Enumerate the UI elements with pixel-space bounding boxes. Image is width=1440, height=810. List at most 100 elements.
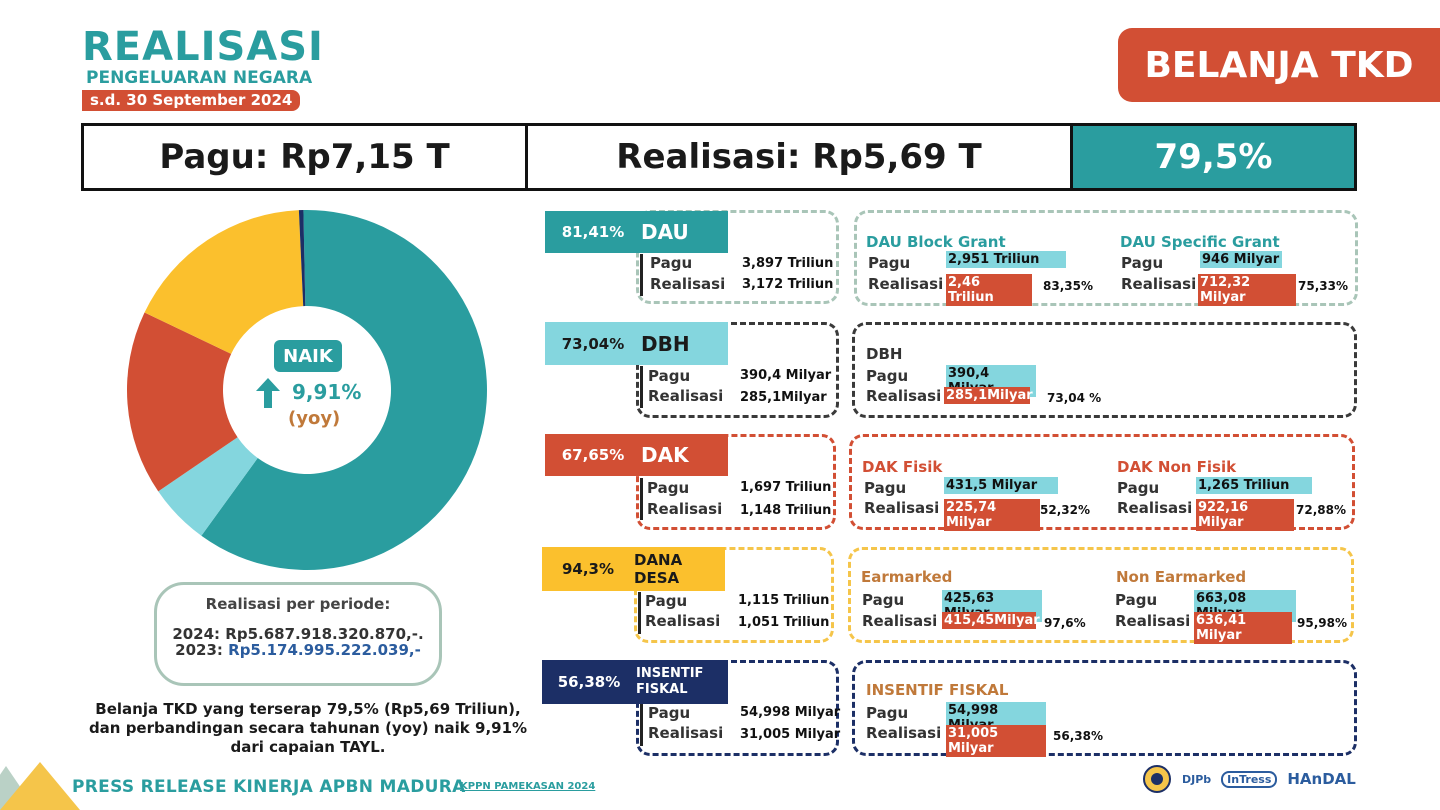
realisasi-total: Realisasi: Rp5,69 T xyxy=(528,126,1073,188)
dau-block-pagu-label: Pagu xyxy=(868,254,911,272)
insentif-detail-pct: 56,38% xyxy=(1053,729,1103,743)
desa-earmarked-real: 415,45Milyar xyxy=(942,612,1040,629)
dau-specific-title: DAU Specific Grant xyxy=(1120,233,1280,251)
dau-block-pct: 83,35% xyxy=(1043,279,1093,293)
kemenkeu-logo-icon xyxy=(1143,765,1171,793)
dbh-detail-pagu-label: Pagu xyxy=(866,367,909,385)
dau-real-value: 3,172 Triliun xyxy=(742,277,834,292)
summary-line-1: Belanja TKD yang terserap 79,5% (Rp5,69 … xyxy=(95,700,521,718)
insentif-tag: 56,38% INSENTIF FISKAL xyxy=(542,660,728,704)
dau-name: DAU xyxy=(641,220,689,244)
dak-fisik-title: DAK Fisik xyxy=(862,458,943,476)
date-badge: s.d. 30 September 2024 xyxy=(82,90,301,111)
pagu-total: Pagu: Rp7,15 T xyxy=(84,126,528,188)
realisasi-percent: 79,5% xyxy=(1073,126,1354,188)
donut-segment-0 xyxy=(201,210,488,570)
insentif-pagu-label: Pagu xyxy=(648,704,691,722)
desa-pct: 94,3% xyxy=(561,560,615,578)
dau-specific-real-label: Realisasi xyxy=(1121,275,1197,293)
insentif-name: INSENTIF FISKAL xyxy=(636,666,703,698)
dak-nonfisik-real: 922,16 Milyar xyxy=(1196,499,1294,531)
footer-title: PRESS RELEASE KINERJA APBN MADURA xyxy=(72,777,466,797)
dak-fisik-pagu: 431,5 Milyar xyxy=(944,477,1058,494)
insentif-real-value: 31,005 Milyar xyxy=(740,727,841,742)
dbh-vbar xyxy=(640,366,643,408)
desa-earmarked-title: Earmarked xyxy=(861,568,953,586)
dbh-detail-pct: 73,04 % xyxy=(1047,391,1102,405)
periode-heading: Realisasi per periode: xyxy=(205,595,391,613)
insentif-name-1: INSENTIF xyxy=(636,666,704,681)
dau-block-title: DAU Block Grant xyxy=(866,233,1006,251)
dak-nonfisik-pagu: 1,265 Triliun xyxy=(1196,477,1312,494)
donut-segment-4 xyxy=(298,210,306,307)
dbh-box xyxy=(636,322,839,418)
dak-fisik-real: 225,74 Milyar xyxy=(944,499,1040,531)
periode-box: Realisasi per periode: 2024: Rp5.687.918… xyxy=(154,582,442,686)
desa-name-2: DESA xyxy=(634,569,680,587)
desa-tag: 94,3% DANA DESA xyxy=(542,547,725,591)
donut-segment-3 xyxy=(144,210,304,354)
desa-earmarked-pagu-label: Pagu xyxy=(862,591,905,609)
dbh-detail-title: DBH xyxy=(866,345,903,363)
periode-2023-prefix: 2023: xyxy=(175,641,229,659)
dbh-pct: 73,04% xyxy=(561,334,625,353)
desa-earmarked-real-label: Realisasi xyxy=(862,612,938,630)
insentif-detail-box xyxy=(852,660,1357,756)
dbh-detail-box xyxy=(852,322,1357,418)
donut-segment-1 xyxy=(158,437,258,536)
dak-fisik-pct: 52,32% xyxy=(1040,503,1090,517)
desa-pagu-value: 1,115 Triliun xyxy=(738,593,830,608)
dak-detail-box xyxy=(849,434,1355,530)
footer-subtitle: KPPN PAMEKASAN 2024 xyxy=(460,781,596,792)
summary-line-2: dan perbandingan secara tahunan (yoy) na… xyxy=(88,719,528,737)
dau-real-label: Realisasi xyxy=(650,275,726,293)
insentif-pagu-value: 54,998 Milyar xyxy=(740,705,841,720)
dau-pagu-value: 3,897 Triliun xyxy=(742,256,834,271)
summary-bar: Pagu: Rp7,15 T Realisasi: Rp5,69 T 79,5% xyxy=(81,123,1357,191)
donut-segment-2 xyxy=(127,312,238,492)
insentif-detail-real-label: Realisasi xyxy=(866,724,942,742)
desa-real-label: Realisasi xyxy=(645,612,721,630)
dak-fisik-pagu-label: Pagu xyxy=(864,479,907,497)
desa-nonearmarked-real: 636,41 Milyar xyxy=(1194,612,1292,644)
dbh-tag: 73,04% DBH xyxy=(545,322,728,365)
desa-nonearmarked-pagu-label: Pagu xyxy=(1115,591,1158,609)
desa-nonearmarked-real-label: Realisasi xyxy=(1115,612,1191,630)
desa-name: DANA DESA xyxy=(634,551,682,587)
insentif-name-2: FISKAL xyxy=(636,682,688,697)
desa-name-1: DANA xyxy=(634,551,683,569)
desa-pagu-label: Pagu xyxy=(645,592,688,610)
dak-pct: 67,65% xyxy=(561,446,625,464)
dbh-real-value: 285,1Milyar xyxy=(740,390,827,405)
dau-block-pagu: 2,951 Triliun xyxy=(946,251,1066,268)
dau-detail-box xyxy=(854,210,1358,306)
desa-box xyxy=(634,547,834,643)
dau-box xyxy=(636,210,839,304)
dak-pagu-label: Pagu xyxy=(647,479,690,497)
dak-real-label: Realisasi xyxy=(647,500,723,518)
handal-logo: HAnDAL xyxy=(1287,770,1356,788)
desa-nonearmarked-pct: 95,98% xyxy=(1297,616,1347,630)
footer-decor-yellow xyxy=(0,762,80,810)
dau-vbar xyxy=(640,254,643,296)
dau-block-real-label: Realisasi xyxy=(868,275,944,293)
dak-nonfisik-pagu-label: Pagu xyxy=(1117,479,1160,497)
dau-pct: 81,41% xyxy=(561,223,625,241)
insentif-detail-title: INSENTIF FISKAL xyxy=(866,681,1009,699)
insentif-detail-pagu-label: Pagu xyxy=(866,704,909,722)
dak-pagu-value: 1,697 Triliun xyxy=(740,480,832,495)
dau-specific-real: 712,32 Milyar xyxy=(1198,274,1296,306)
desa-vbar xyxy=(638,592,641,634)
dak-fisik-real-label: Realisasi xyxy=(864,499,940,517)
dbh-real-label: Realisasi xyxy=(648,387,724,405)
summary-text: Belanja TKD yang terserap 79,5% (Rp5,69 … xyxy=(58,700,558,757)
dak-name: DAK xyxy=(641,443,689,467)
dau-block-real: 2,46 Triliun xyxy=(946,274,1032,306)
desa-earmarked-pct: 97,6% xyxy=(1044,616,1086,630)
dbh-detail-real-label: Realisasi xyxy=(866,387,942,405)
dak-nonfisik-real-label: Realisasi xyxy=(1117,499,1193,517)
dbh-pagu-label: Pagu xyxy=(648,367,691,385)
naik-badge: NAIK xyxy=(274,340,342,372)
dak-nonfisik-title: DAK Non Fisik xyxy=(1117,458,1237,476)
dbh-pagu-value: 390,4 Milyar xyxy=(740,368,832,383)
